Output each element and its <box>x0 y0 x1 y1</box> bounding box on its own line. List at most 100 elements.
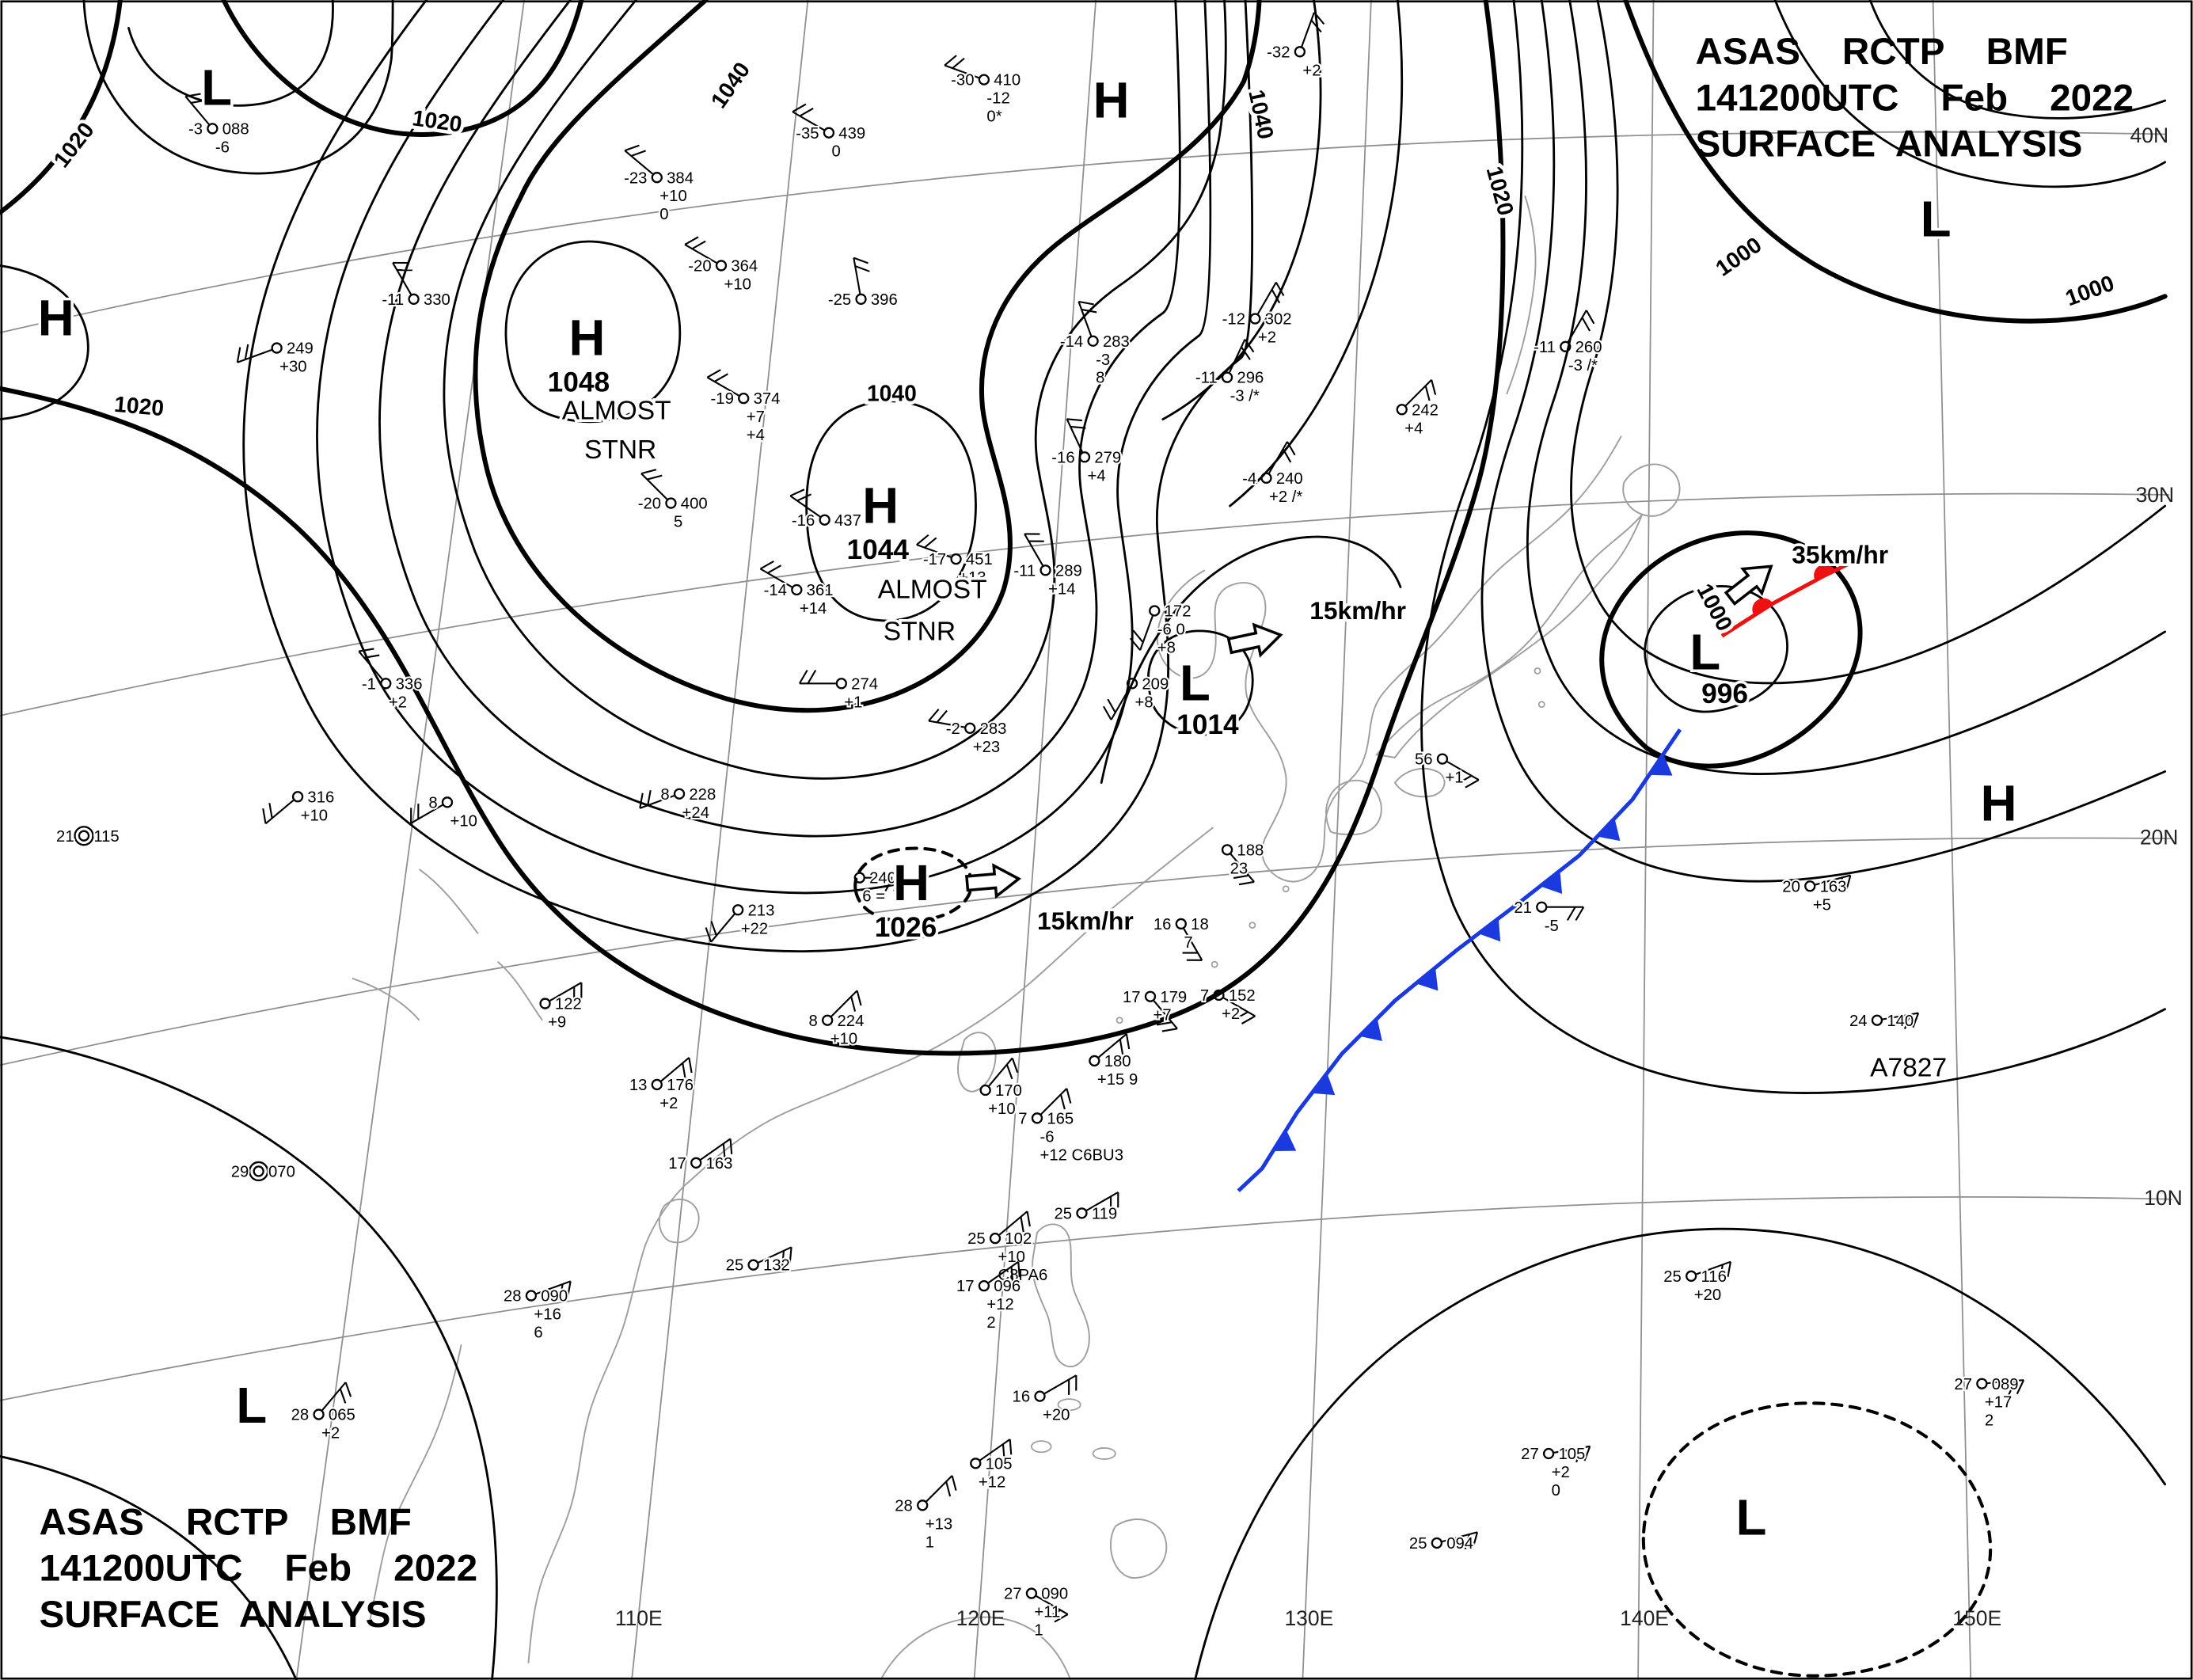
wind-barb-feather <box>792 103 807 113</box>
annotation-label: ALMOST <box>878 576 987 605</box>
station-circle-icon <box>1260 472 1272 484</box>
wind-barb-feather <box>262 808 267 824</box>
station-circle-icon <box>651 172 663 184</box>
wind-barb <box>1110 687 1131 720</box>
station-circle-icon <box>1871 1014 1883 1026</box>
longitude-label: 140E <box>1620 1606 1669 1630</box>
pressure-center-value: 1048 <box>548 367 610 397</box>
wind-barb <box>410 804 443 824</box>
station-plot: 29 070 <box>230 1161 297 1183</box>
wind-barb <box>1268 441 1288 474</box>
wind-barb <box>640 473 668 500</box>
station-circle-icon <box>1804 880 1816 892</box>
station-value: -3 <box>1096 352 1110 369</box>
wind-barb <box>1024 533 1043 566</box>
wind-barb-feather <box>688 1057 693 1074</box>
island-icon <box>1172 991 1180 999</box>
isobar-1020 <box>0 0 1506 1056</box>
isobar-value-label: 1020 <box>411 105 464 136</box>
wind-barb-feather <box>1233 874 1249 880</box>
wind-barb <box>184 96 210 125</box>
wind-barb-feather <box>1465 779 1480 789</box>
wind-barb-feather <box>1271 289 1281 304</box>
station-temp: 20 <box>1782 878 1800 895</box>
station-value: +16 <box>534 1306 561 1324</box>
station-value: 170 <box>995 1082 1022 1100</box>
warm-front-bump-icon <box>1752 598 1773 616</box>
wind-barb-feather <box>639 792 644 809</box>
wind-barb-feather <box>682 1062 686 1079</box>
calm-circle-icon <box>249 1161 269 1182</box>
station-value: 23 <box>1230 860 1249 877</box>
pressure-center-H: H <box>862 477 899 534</box>
latitude-label: 10N <box>2144 1186 2183 1210</box>
station-plot: 25 116+20 <box>1662 1260 1731 1306</box>
station-pressure: 165 <box>1047 1110 1074 1127</box>
station-value: +20 <box>1694 1287 1721 1304</box>
station-value: +8 <box>1157 639 1176 656</box>
island-icon <box>1116 1017 1123 1024</box>
station-pressure: 119 <box>1092 1205 1117 1222</box>
station-value: 188 <box>1237 842 1264 859</box>
station-value: 242 <box>1412 401 1439 419</box>
station-pressure: 240 <box>1276 470 1303 488</box>
station-temp: 25 <box>1663 1268 1682 1286</box>
station-value: +10 <box>998 1249 1025 1266</box>
station-plot: 28 +131 <box>893 1475 957 1553</box>
station-value: 56 <box>1415 751 1433 769</box>
station-pressure: 152 <box>1229 987 1256 1005</box>
wind-barb-feather <box>706 369 721 378</box>
wind-barb <box>700 1138 732 1161</box>
wind-barb-feather <box>185 93 201 97</box>
latitude-label: 40N <box>2130 124 2169 147</box>
station-pressure: 361 <box>807 582 834 599</box>
pressure-center-L: L <box>1736 1489 1767 1545</box>
cold-front-pip-icon <box>1597 818 1621 842</box>
station-temp: 27 <box>1954 1376 1972 1393</box>
station-plot: 28 090+166 <box>502 1280 572 1344</box>
station-pressure: 260 <box>1575 339 1602 356</box>
station-pressure: 283 <box>1103 333 1130 351</box>
wind-barb <box>916 544 952 558</box>
station-value: +1 <box>844 694 862 711</box>
station-pressure: 163 <box>1820 878 1847 895</box>
coastline-path <box>1109 1518 1168 1579</box>
station-plot: -11 260-3 /* <box>1532 310 1604 376</box>
station-circle-icon <box>853 872 865 884</box>
wind-barb <box>358 651 383 680</box>
wind-barb-feather <box>1156 1021 1173 1026</box>
wind-barb-feather <box>850 996 857 1012</box>
station-value: 16 <box>1013 1389 1031 1406</box>
station-value: +1 <box>1445 770 1463 787</box>
wind-barb-feather <box>799 107 814 117</box>
station-circle-icon <box>408 293 420 305</box>
isobar-value-label: 1040 <box>705 57 754 112</box>
station-pressure: 224 <box>838 1013 865 1030</box>
wind-barb <box>1139 615 1154 651</box>
wind-barb-feather <box>1912 1013 1920 1028</box>
station-plot: 20 163+5 <box>1781 874 1852 915</box>
station-plot: 21 -5 <box>1512 898 1585 937</box>
station-value: 0 <box>659 206 668 223</box>
wind-barb-feather <box>647 474 663 481</box>
wind-barb-feather <box>1161 1028 1178 1032</box>
pressure-center-L: L <box>1689 625 1720 681</box>
station-pressure: 163 <box>706 1155 733 1173</box>
wind-barb-feather <box>684 236 699 245</box>
station-plot: 28 065+2 <box>290 1382 357 1444</box>
station-value: +10 <box>988 1100 1015 1118</box>
wind-barb <box>988 1057 1013 1087</box>
station-plot: 170+10 <box>979 1057 1024 1119</box>
station-value: 5 <box>674 514 682 531</box>
station-circle-icon <box>1025 1587 1038 1599</box>
isobar-1004 <box>1570 0 2167 685</box>
station-pressure: 374 <box>754 390 781 408</box>
isobar-996-outer <box>1773 0 2167 188</box>
wind-barb-feather <box>567 1281 572 1297</box>
grid-meridian <box>973 0 1096 1680</box>
wind-barb-feather <box>807 669 817 684</box>
station-circle-icon <box>1976 1378 1988 1389</box>
station-circle-icon <box>1221 844 1233 856</box>
station-value: 274 <box>851 675 878 693</box>
station-temp: 16 <box>1154 916 1172 933</box>
